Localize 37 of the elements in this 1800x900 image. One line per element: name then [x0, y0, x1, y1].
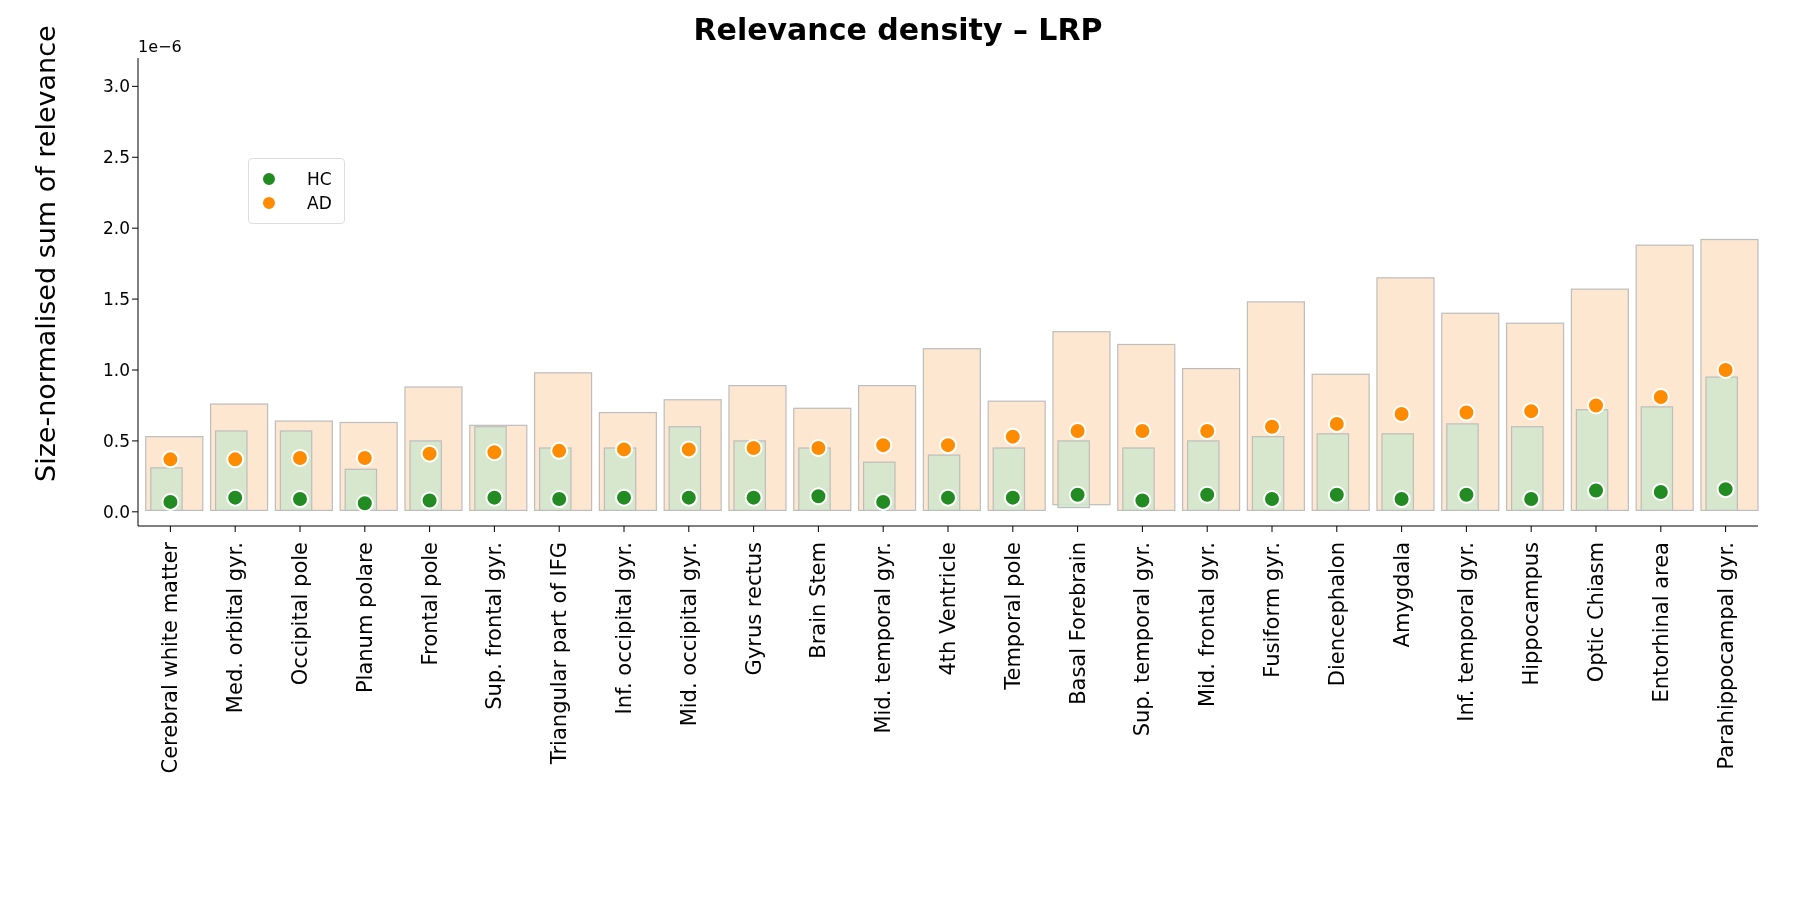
x-tick-label: Occipital pole	[288, 542, 312, 686]
y-tick-label: 1.5	[102, 289, 130, 310]
x-tick-label: Parahippocampal gyr.	[1713, 542, 1738, 770]
x-tick-label: Frontal pole	[417, 542, 442, 666]
x-tick-label: Inf. temporal gyr.	[1454, 542, 1479, 722]
x-tick-label: Cerebral white matter	[158, 541, 183, 774]
x-tick-label: Mid. temporal gyr.	[871, 542, 896, 734]
x-tick-label: Optic Chiasm	[1584, 542, 1608, 683]
x-tick-label: 4th Ventricle	[936, 542, 960, 676]
x-tick-label: Hippocampus	[1519, 542, 1544, 686]
y-tick-label: 3.0	[102, 76, 130, 97]
x-tick-label: Med. orbital gyr.	[223, 542, 248, 714]
x-tick-label: Gyrus rectus	[741, 542, 766, 676]
y-axis-title: Size-normalised sum of relevance	[29, 25, 61, 482]
y-tick-label: 2.5	[102, 147, 130, 168]
legend-label: HC	[307, 169, 332, 189]
x-tick-label: Amygdala	[1389, 542, 1414, 648]
y-tick-label: 0.5	[102, 430, 130, 451]
x-tick-label: Sup. frontal gyr.	[482, 542, 507, 710]
text: 1e−6	[138, 37, 182, 56]
x-tick-label: Entorhinal area	[1648, 542, 1673, 703]
y-tick-label: 0.0	[102, 501, 130, 522]
x-tick-label: Triangular part of IFG	[547, 542, 572, 766]
x-tick-label: Mid. frontal gyr.	[1195, 542, 1220, 708]
chart-title: Relevance density – LRP	[693, 12, 1103, 47]
x-tick-label: Inf. occipital gyr.	[612, 542, 636, 715]
y-tick-label: 2.0	[102, 218, 130, 239]
x-tick-label: Temporal pole	[1000, 542, 1025, 691]
legend-label: AD	[307, 193, 332, 213]
x-tick-label: Sup. temporal gyr.	[1130, 542, 1155, 737]
x-tick-label: Mid. occipital gyr.	[676, 542, 701, 727]
y-tick-label: 1.0	[102, 360, 130, 381]
x-tick-label: Diencephalon	[1324, 542, 1349, 687]
x-tick-label: Planum polare	[352, 542, 377, 694]
x-tick-label: Fusiform gyr.	[1260, 542, 1284, 678]
x-tick-label: Basal Forebrain	[1065, 542, 1090, 705]
x-tick-label: Brain Stem	[806, 542, 831, 659]
